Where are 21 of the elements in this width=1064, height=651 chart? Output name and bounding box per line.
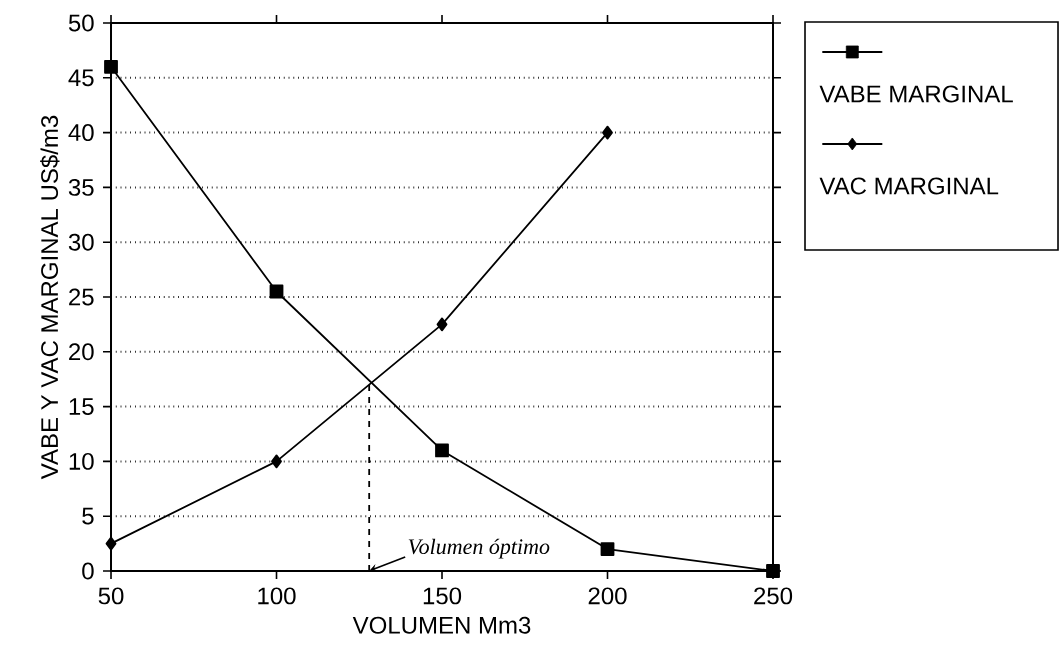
x-axis-title: VOLUMEN Mm3 bbox=[352, 616, 531, 634]
legend-label: VAC MARGINAL bbox=[819, 177, 999, 195]
y-tick-label: 35 bbox=[68, 178, 94, 196]
y-tick-label: 50 bbox=[68, 14, 94, 32]
y-tick-label: 5 bbox=[82, 507, 94, 525]
legend-label: VABE MARGINAL bbox=[819, 85, 1013, 103]
y-tick-label: 15 bbox=[69, 398, 94, 415]
y-tick-label: 10 bbox=[69, 452, 94, 470]
y-axis-title: VABE Y VAC MARGINAL US$/m3 bbox=[40, 115, 60, 480]
y-tick-label: 20 bbox=[69, 343, 94, 361]
y-tick-label: 25 bbox=[69, 288, 94, 306]
annotation: Volumen óptimo bbox=[408, 538, 550, 559]
y-tick-label: 30 bbox=[68, 233, 94, 251]
x-tick-label: 200 bbox=[588, 587, 627, 605]
x-tick-label: 250 bbox=[754, 587, 793, 605]
y-tick-label: 40 bbox=[68, 124, 94, 142]
x-tick-label: 100 bbox=[258, 587, 296, 605]
y-tick-label: 45 bbox=[68, 69, 94, 87]
y-tick-label: 0 bbox=[82, 562, 94, 580]
x-tick-label: 150 bbox=[423, 587, 462, 605]
x-tick-label: 50 bbox=[98, 587, 124, 605]
